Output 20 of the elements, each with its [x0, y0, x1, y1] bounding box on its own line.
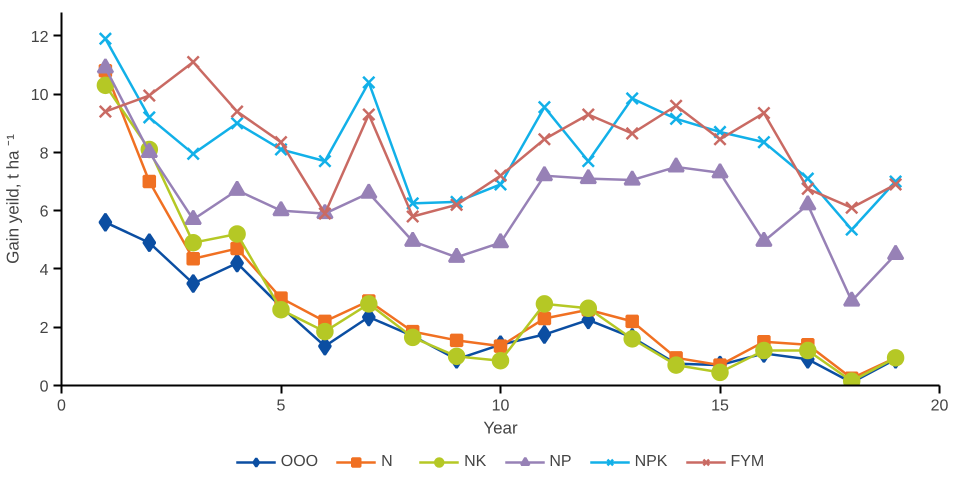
- y-tick-label: 10: [30, 87, 49, 104]
- x-tick-label: 20: [930, 398, 948, 414]
- x-tick-label: 10: [492, 398, 510, 414]
- y-tick-label: 4: [40, 262, 49, 279]
- x-tick-label: 15: [711, 398, 729, 414]
- x-tick-label: 5: [276, 398, 286, 414]
- y-tick-label: 8: [40, 145, 49, 162]
- x-axis-title: Year: [483, 418, 518, 438]
- y-axis-title: Gain yeild, t ha ⁻¹: [4, 134, 23, 264]
- y-tick-label: 2: [40, 320, 49, 338]
- y-tick-label: 6: [40, 204, 49, 221]
- y-tick-label: 0: [40, 378, 49, 396]
- y-tick-label: 12: [30, 28, 49, 46]
- legend-label: NK: [464, 453, 486, 471]
- x-tick-label: 0: [57, 398, 66, 414]
- legend-label: NPK: [634, 453, 668, 471]
- legend-label: N: [381, 453, 394, 471]
- legend-label: NP: [549, 453, 572, 471]
- legend-label: FYM: [730, 453, 764, 471]
- legend-label: OOO: [280, 453, 318, 471]
